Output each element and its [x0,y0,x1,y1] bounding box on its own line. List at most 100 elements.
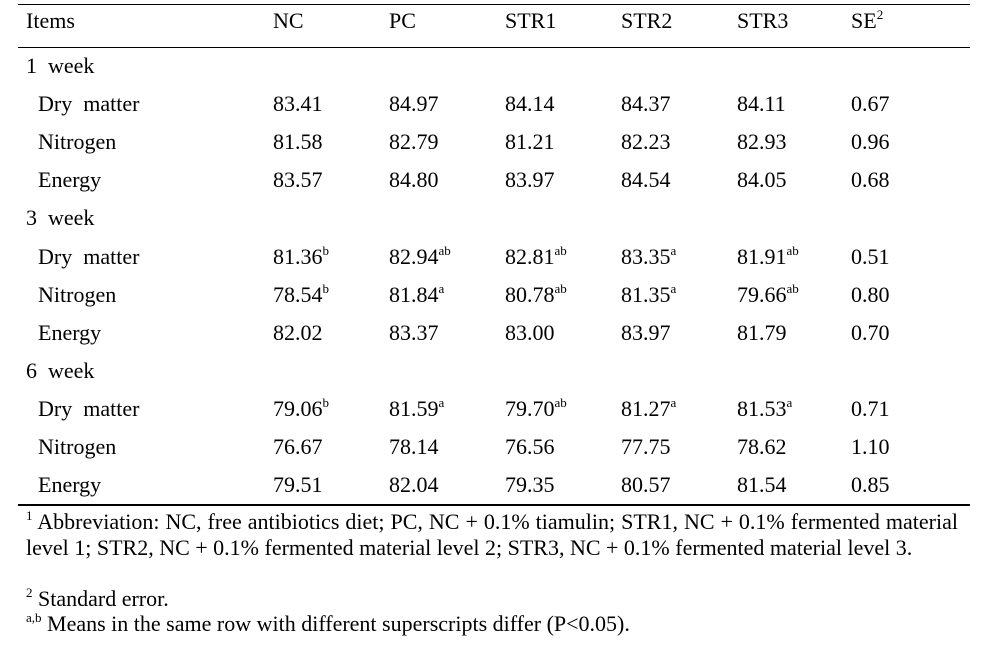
section-title-text: 1 week [26,53,95,78]
footnote-text: Standard error. [38,586,169,611]
section-title-text: 6 week [26,357,95,383]
header-cell-text: NC [273,8,304,33]
value-cell: 78.14 [389,434,439,460]
value-cell: 80.57 [621,472,671,498]
value-cell-text: 81.79 [737,319,787,345]
superscript: ab [554,280,567,296]
row-label-text: Energy [38,167,102,193]
value-cell-text: 78.62 [737,434,787,459]
value-cell-text: 78.54 [273,281,323,307]
row-label-text: Energy [38,319,102,345]
section-title: 3 week [26,205,94,231]
value-cell: 81.54 [737,472,787,498]
row-label-text: Dry matter [38,91,140,117]
header-cell: STR1 [505,8,556,34]
row-label: Energy [38,167,101,193]
value-cell: 81.35a [621,282,676,308]
footnote: a,b Means in the same row with different… [26,611,958,637]
header-cell: STR3 [737,8,788,34]
value-cell-text: 79.51 [273,472,323,498]
value-cell-text: 84.80 [389,167,439,193]
value-cell: 84.97 [389,91,439,117]
value-cell: 81.84a [389,282,444,308]
value-cell: 81.36b [273,244,329,270]
bottom-rule [18,504,970,506]
row-label-text: Energy [38,472,102,498]
value-cell-text: 82.02 [273,319,323,345]
row-label: Dry matter [38,244,139,270]
value-cell: 80.78ab [505,282,567,308]
value-cell: 82.23 [621,129,671,155]
superscript: b [322,280,330,296]
superscript: ab [554,394,567,410]
value-cell: 82.94ab [389,244,451,270]
superscript: a [670,394,677,410]
value-cell: 81.91ab [737,244,799,270]
value-cell: 79.06b [273,396,329,422]
superscript: ab [554,242,567,258]
value-cell-text: 83.57 [273,167,323,193]
superscript: ab [786,242,799,258]
value-cell: 83.97 [505,167,555,193]
value-cell: 83.57 [273,167,323,193]
value-cell-text: 79.06 [273,395,323,421]
value-cell-text: 0.68 [851,167,890,193]
value-cell-text: 79.66 [737,281,787,307]
value-cell-text: 82.23 [621,129,671,155]
footnote: 2 Standard error. [26,586,958,612]
value-cell-text: 78.14 [389,434,439,459]
header-cell-text: SE [851,8,877,33]
header-rule [18,47,970,48]
superscript: a [438,394,445,410]
value-cell-text: 81.27 [621,395,671,421]
row-label-text: Dry matter [38,395,140,421]
header-cell: NC [273,8,304,34]
value-cell-text: 81.58 [273,129,323,155]
header-cell-text: Items [26,8,75,33]
value-cell: 0.70 [851,320,890,346]
value-cell-text: 81.84 [389,281,439,307]
value-cell-text: 0.96 [851,129,890,155]
value-cell-text: 81.36 [273,243,323,269]
value-cell-text: 76.67 [273,434,323,459]
value-cell: 0.67 [851,91,890,117]
header-cell-text: STR2 [621,8,673,33]
row-label: Dry matter [38,91,139,117]
value-cell-text: 84.05 [737,167,787,193]
value-cell: 84.14 [505,91,555,117]
superscript: a [670,280,677,296]
value-cell: 77.75 [621,434,671,460]
value-cell: 0.68 [851,167,890,193]
value-cell-text: 1.10 [851,434,890,459]
value-cell-text: 79.35 [505,472,555,498]
value-cell: 81.59a [389,396,444,422]
value-cell-text: 79.70 [505,395,555,421]
value-cell-text: 0.85 [851,472,890,498]
value-cell: 83.35a [621,244,676,270]
value-cell-text: 82.81 [505,243,555,269]
value-cell: 81.21 [505,129,555,155]
value-cell: 83.37 [389,320,439,346]
value-cell: 76.67 [273,434,323,460]
value-cell: 83.97 [621,320,671,346]
footnote: 1 Abbreviation: NC, free antibiotics die… [26,509,958,560]
value-cell-text: 83.97 [621,319,671,345]
value-cell: 81.79 [737,320,787,346]
header-cell: Items [26,8,75,34]
row-label-text: Nitrogen [38,434,117,459]
superscript: b [322,394,330,410]
value-cell: 84.11 [737,91,786,117]
value-cell-text: 81.59 [389,395,439,421]
value-cell-text: 81.54 [737,472,787,498]
superscript: a [786,394,793,410]
value-cell-text: 0.80 [851,281,890,307]
value-cell: 82.79 [389,129,439,155]
header-cell-text: STR3 [737,8,789,33]
value-cell-text: 83.41 [273,91,323,117]
row-label: Dry matter [38,396,139,422]
superscript: a [670,242,677,258]
value-cell: 83.41 [273,91,323,117]
value-cell-text: 0.51 [851,243,890,269]
row-label-text: Dry matter [38,243,140,269]
